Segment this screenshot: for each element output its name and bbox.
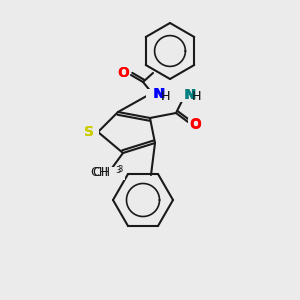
Text: H: H: [161, 89, 170, 103]
Text: S: S: [84, 125, 94, 139]
Text: 3: 3: [117, 165, 122, 174]
Text: N: N: [153, 87, 165, 101]
Text: CH: CH: [90, 167, 108, 179]
Text: CH: CH: [92, 166, 110, 178]
FancyBboxPatch shape: [83, 125, 99, 139]
FancyBboxPatch shape: [97, 167, 125, 179]
Text: S: S: [84, 125, 94, 139]
Text: 3: 3: [115, 166, 120, 175]
FancyBboxPatch shape: [188, 118, 202, 130]
FancyBboxPatch shape: [180, 88, 202, 101]
Text: O: O: [117, 66, 129, 80]
FancyBboxPatch shape: [116, 67, 130, 80]
Text: O: O: [189, 117, 201, 131]
Text: N: N: [184, 88, 196, 102]
Text: N: N: [185, 88, 196, 102]
Text: H: H: [192, 91, 201, 103]
FancyBboxPatch shape: [146, 88, 168, 101]
Text: O: O: [117, 66, 129, 80]
Text: H: H: [161, 91, 170, 103]
Text: O: O: [189, 118, 201, 132]
Text: N: N: [154, 87, 166, 101]
Text: H: H: [192, 91, 201, 103]
